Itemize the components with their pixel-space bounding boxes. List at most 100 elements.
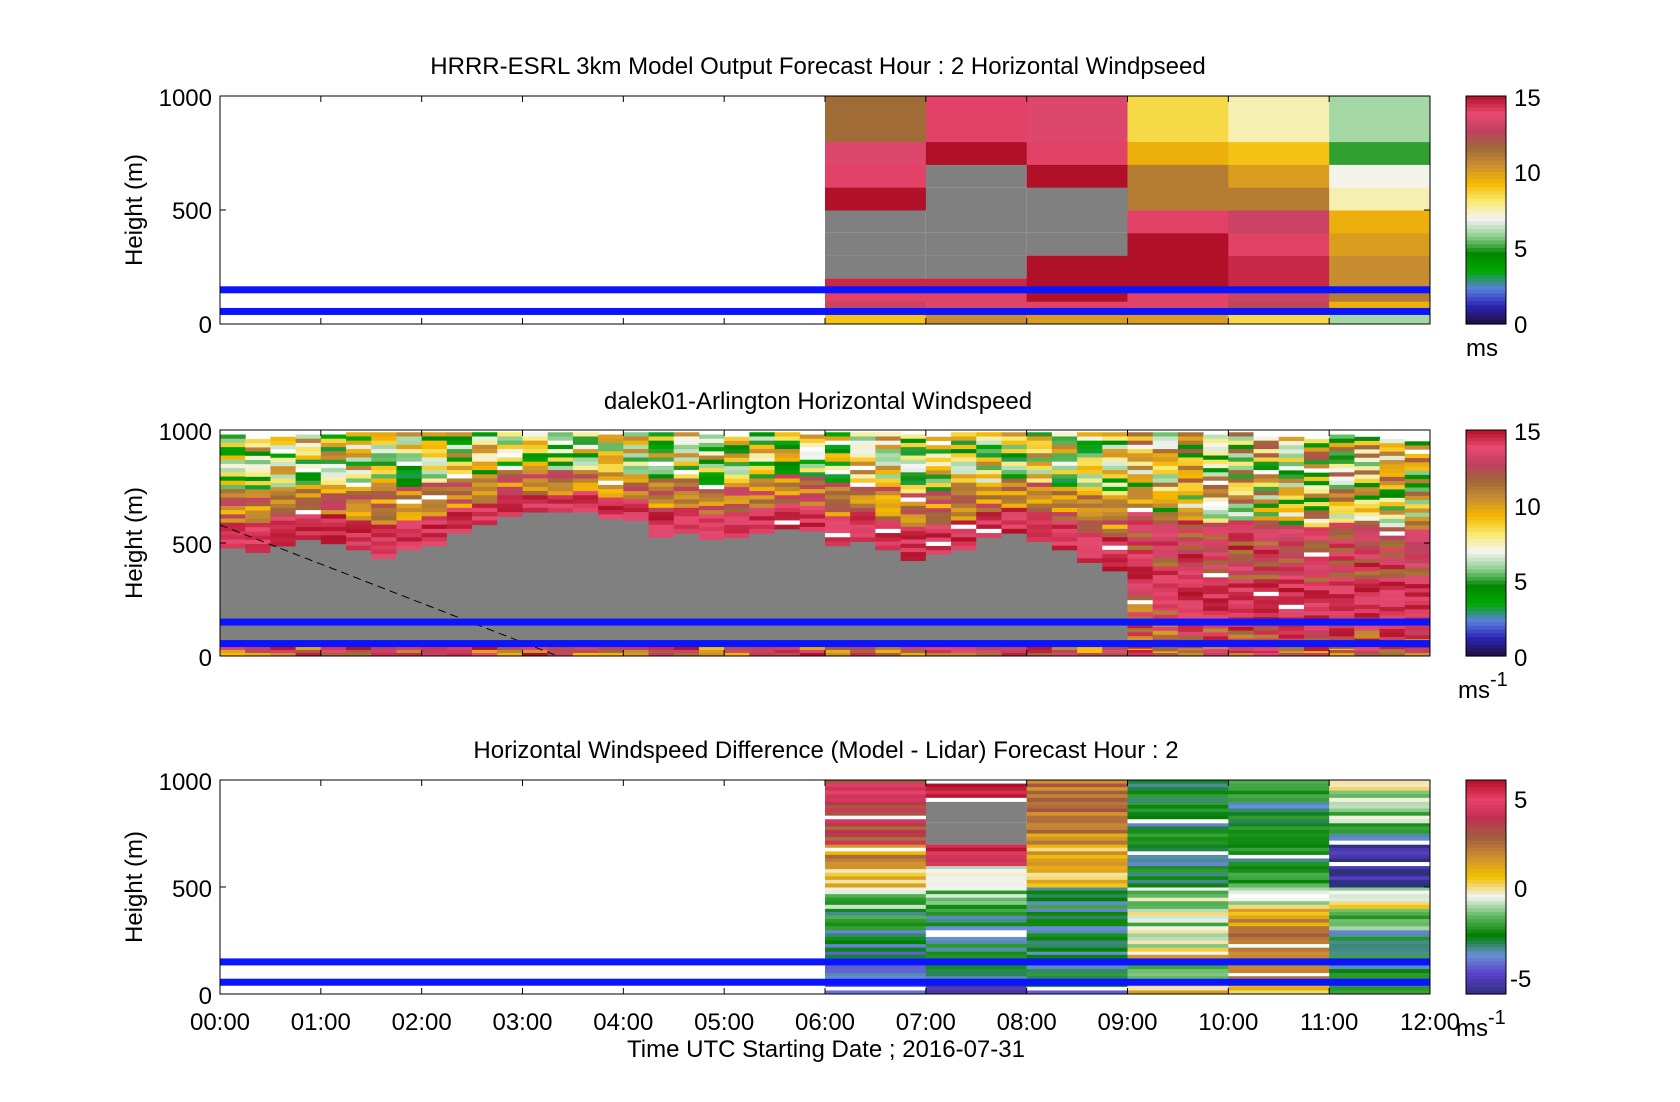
heatmap-cell (1404, 596, 1431, 602)
heatmap-cell (1404, 571, 1431, 577)
colorbar-swatch (1466, 263, 1506, 268)
heatmap-cell (749, 436, 776, 442)
heatmap-cell (976, 512, 1002, 517)
y-tick-0: 0 (199, 983, 212, 1010)
heatmap-cell (1026, 449, 1053, 454)
heatmap-cell (547, 474, 574, 479)
colorbar-swatch (1466, 595, 1506, 601)
heatmap-cell (875, 646, 902, 651)
heatmap-cell (1303, 594, 1330, 600)
heatmap-cell (1177, 520, 1204, 526)
heatmap-cell (1253, 528, 1280, 534)
heatmap-cell (925, 862, 1028, 867)
heatmap-cell (1203, 624, 1229, 629)
colorbar-swatch (1466, 637, 1506, 642)
heatmap-cell (1001, 461, 1028, 467)
heatmap-cell (825, 512, 851, 517)
heatmap-cell (446, 474, 473, 479)
heatmap-cell (1329, 922, 1431, 927)
colorbar-swatch (1466, 501, 1506, 506)
heatmap-cell (1329, 210, 1431, 234)
heatmap-cell-missing (1026, 187, 1128, 210)
x-tick-label: 00:00 (190, 1009, 250, 1036)
heatmap-cell (825, 844, 927, 849)
heatmap-cell (1102, 478, 1128, 484)
heatmap-cell (1051, 545, 1078, 551)
heatmap-cell (1278, 554, 1305, 560)
y-tick-500: 500 (172, 532, 212, 559)
heatmap-cell (925, 780, 1028, 785)
heatmap-cell (1026, 872, 1128, 877)
heatmap-cell (446, 646, 473, 651)
heatmap-cell (925, 436, 952, 442)
heatmap-cell-missing (245, 549, 271, 654)
heatmap-cell (799, 451, 826, 457)
heatmap-cell (1127, 528, 1154, 534)
colorbar-swatch (1466, 251, 1506, 257)
heatmap-cell (1303, 464, 1330, 469)
heatmap-cell (1026, 289, 1128, 302)
heatmap-cell (1127, 833, 1229, 838)
heatmap-cell (1127, 876, 1229, 881)
heatmap-cell (396, 461, 423, 467)
heatmap-cell (1354, 470, 1381, 476)
heatmap-cell (245, 497, 271, 503)
heatmap-cell (1354, 461, 1381, 467)
heatmap-cell (295, 497, 322, 503)
heatmap-cell (371, 520, 397, 526)
heatmap-cell (1228, 783, 1330, 788)
heatmap-cell (1177, 537, 1204, 542)
heatmap-cell (1354, 558, 1381, 564)
heatmap-cell (598, 649, 624, 654)
heatmap-cell (371, 478, 397, 484)
heatmap-cell (1026, 829, 1128, 834)
heatmap-cell (799, 434, 826, 440)
heatmap-cell (1127, 255, 1229, 279)
heatmap-cell (724, 487, 750, 492)
heatmap-cell (295, 522, 322, 528)
heatmap-cell (976, 449, 1002, 454)
heatmap-cell (1127, 812, 1229, 817)
heatmap-cell (396, 478, 423, 484)
heatmap-cell (1127, 301, 1229, 314)
heatmap-cell (1127, 588, 1154, 593)
heatmap-cell (1152, 541, 1179, 547)
heatmap-cell (270, 445, 297, 450)
heatmap-cell (1026, 965, 1128, 970)
heatmap-cell (1303, 518, 1330, 524)
heatmap-cell (1379, 514, 1406, 520)
heatmap-cell (1303, 634, 1330, 640)
heatmap-cell (1379, 510, 1406, 516)
heatmap-cell (673, 516, 700, 521)
heatmap-cell (1228, 869, 1330, 874)
heatmap-cell (1329, 535, 1355, 541)
heatmap-cell (320, 514, 347, 520)
heatmap-cell (1329, 965, 1431, 970)
heatmap-cell (245, 489, 271, 495)
heatmap-cell (270, 652, 297, 657)
heatmap-cell (1253, 612, 1280, 618)
heatmap-cell (1379, 590, 1406, 595)
heatmap-cell (925, 508, 952, 513)
heatmap-cell (522, 499, 549, 505)
heatmap-cell (850, 440, 876, 446)
heatmap-cell (1253, 604, 1280, 610)
heatmap-cell (220, 489, 246, 494)
heatmap-cell (1329, 141, 1431, 165)
heatmap-cell (346, 520, 372, 526)
heatmap-cell (1253, 453, 1280, 458)
heatmap-cell (1253, 646, 1280, 652)
heatmap-cell (1001, 444, 1028, 450)
heatmap-cell (396, 545, 423, 551)
heatmap-cell (1203, 531, 1229, 536)
heatmap-cell (1329, 936, 1431, 941)
heatmap-cell (1278, 478, 1305, 484)
colorbar-swatch (1466, 160, 1506, 165)
heatmap-cell (1177, 631, 1204, 637)
colorbar-swatch (1466, 505, 1506, 510)
colorbar-tick-0: 0 (1514, 312, 1527, 339)
heatmap-cell (1329, 822, 1431, 827)
heatmap-cell (1001, 507, 1028, 513)
heatmap-cell (724, 491, 750, 497)
